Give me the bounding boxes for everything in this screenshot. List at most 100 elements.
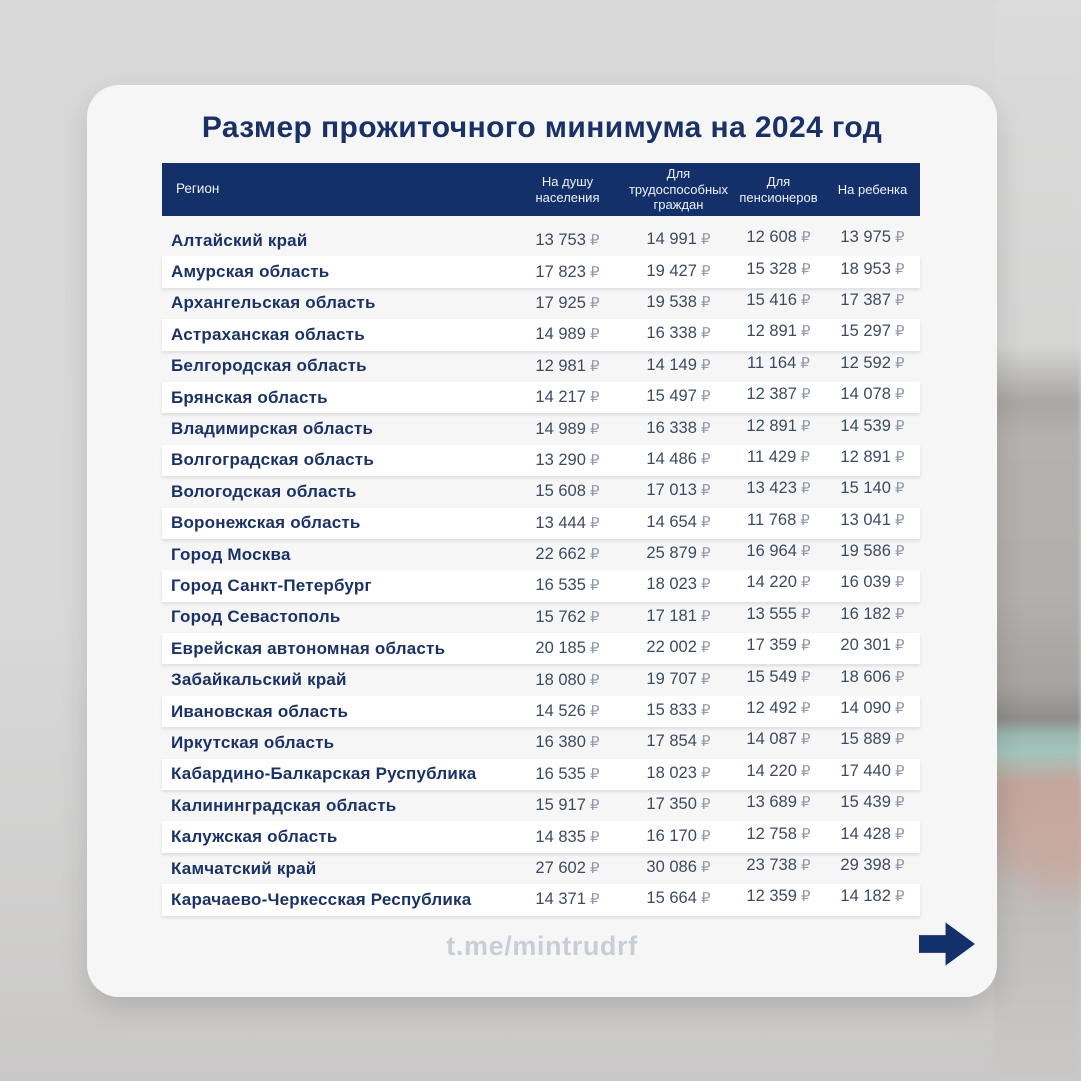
value-cell: 17 350 ₽: [646, 795, 711, 814]
value-cell: 14 087 ₽: [746, 730, 811, 749]
value-cell: 17 359 ₽: [746, 636, 811, 655]
value-cell: 15 762 ₽: [535, 607, 600, 626]
region-name: Город Санкт-Петербург: [171, 575, 372, 595]
value-cell: 12 492 ₽: [746, 699, 811, 718]
value-cell: 11 164 ₽: [747, 353, 810, 372]
value-cell: 16 338 ₽: [646, 324, 711, 343]
value-cell: 25 879 ₽: [646, 544, 711, 563]
region-name: Иркутская область: [171, 732, 335, 752]
value-cell: 19 538 ₽: [646, 292, 711, 311]
table-row: Ивановская область 14 526 ₽ 15 833 ₽ 12 492…: [162, 695, 920, 728]
table-row: Камчатский край 27 602 ₽ 30 086 ₽ 23 738 ₽ 2…: [162, 853, 920, 884]
value-cell: 17 181 ₽: [646, 606, 711, 625]
value-cell: 20 301 ₽: [840, 636, 905, 655]
region-name: Кабардино-Балкарская Руспублика: [171, 764, 477, 784]
value-cell: 12 758 ₽: [746, 824, 811, 843]
region-name: Астраханская область: [171, 324, 365, 344]
living-wage-table: Регион На душу населения Для трудоспособ…: [162, 163, 920, 916]
page-title: Размер прожиточного минимума на 2024 год: [201, 111, 883, 144]
value-cell: 14 526 ₽: [535, 702, 600, 721]
value-cell: 22 662 ₽: [535, 545, 600, 564]
value-cell: 30 086 ₽: [646, 858, 711, 876]
column-header-per-capita: На душу населения: [535, 173, 600, 205]
value-cell: 17 925 ₽: [535, 293, 600, 312]
table-row: Кабардино-Балкарская Руспублика 16 535 ₽ 1…: [162, 758, 920, 791]
value-cell: 19 707 ₽: [646, 669, 711, 688]
region-name: Город Севастополь: [171, 607, 341, 627]
column-header-working-citizens: Для трудоспособных граждан: [628, 165, 729, 213]
value-cell: 17 854 ₽: [646, 732, 711, 751]
value-cell: 18 080 ₽: [535, 670, 600, 689]
value-cell: 14 989 ₽: [535, 419, 600, 438]
value-cell: 14 989 ₽: [535, 325, 600, 344]
telegram-link[interactable]: t.me/mintrudrf: [446, 931, 638, 961]
value-cell: 12 608 ₽: [746, 228, 811, 247]
background-photo: [994, 0, 1081, 1081]
value-cell: 12 891 ₽: [840, 447, 905, 466]
region-name: Волгоградская область: [171, 450, 374, 470]
value-cell: 14 220 ₽: [746, 761, 811, 780]
value-cell: 11 768 ₽: [747, 510, 810, 529]
value-cell: 14 182 ₽: [840, 887, 905, 906]
table-row: Город Севастополь 15 762 ₽ 17 181 ₽ 13 555 …: [162, 602, 920, 633]
table-row: Еврейская автономная область 20 185 ₽ 22 0…: [162, 633, 920, 665]
value-cell: 15 328 ₽: [746, 259, 811, 278]
value-cell: 16 338 ₽: [646, 418, 711, 437]
value-cell: 14 149 ₽: [646, 355, 711, 374]
table-row: Астраханская область 14 989 ₽ 16 338 ₽ 12 8…: [162, 319, 920, 351]
region-name: Еврейская автономная область: [171, 638, 446, 658]
value-cell: 19 586 ₽: [840, 542, 905, 561]
table-body: Алтайский край 13 753 ₽ 14 991 ₽ 12 608 ₽ 13…: [162, 225, 920, 916]
value-cell: 18 023 ₽: [646, 575, 711, 594]
region-name: Камчатский край: [171, 858, 317, 878]
value-cell: 15 664 ₽: [646, 889, 711, 908]
value-cell: 16 170 ₽: [646, 826, 711, 845]
infographic-card: Размер прожиточного минимума на 2024 год…: [87, 85, 997, 997]
value-cell: 23 738 ₽: [746, 856, 811, 874]
value-cell: 13 423 ₽: [746, 479, 811, 498]
value-cell: 12 592 ₽: [840, 353, 905, 372]
value-cell: 29 398 ₽: [840, 856, 905, 874]
value-cell: 22 002 ₽: [646, 638, 711, 657]
table-header-row: Регион На душу населения Для трудоспособ…: [162, 163, 920, 216]
region-name: Забайкальский край: [171, 670, 347, 690]
arrow-right-icon[interactable]: [919, 921, 976, 967]
value-cell: 14 486 ₽: [646, 449, 711, 468]
value-cell: 17 440 ₽: [840, 761, 905, 780]
value-cell: 27 602 ₽: [535, 859, 600, 877]
region-name: Амурская область: [171, 262, 330, 282]
region-name: Белгородская область: [171, 356, 367, 376]
value-cell: 12 981 ₽: [535, 356, 600, 375]
value-cell: 16 964 ₽: [746, 542, 811, 561]
table-row: Иркутская область 16 380 ₽ 17 854 ₽ 14 087 …: [162, 727, 920, 758]
value-cell: 15 297 ₽: [840, 322, 905, 341]
value-cell: 18 023 ₽: [646, 763, 711, 782]
value-cell: 13 041 ₽: [840, 510, 905, 529]
value-cell: 12 891 ₽: [746, 416, 811, 435]
table-row: Белгородская область 12 981 ₽ 14 149 ₽ 11 1…: [162, 351, 920, 382]
table-row: Брянская область 14 217 ₽ 15 497 ₽ 12 387 ₽…: [162, 381, 920, 414]
value-cell: 14 371 ₽: [535, 890, 600, 909]
value-cell: 14 654 ₽: [646, 512, 711, 531]
table-row: Алтайский край 13 753 ₽ 14 991 ₽ 12 608 ₽ 13…: [162, 225, 920, 256]
table-row: Владимирская область 14 989 ₽ 16 338 ₽ 12 8…: [162, 413, 920, 444]
table-row: Амурская область 17 823 ₽ 19 427 ₽ 15 328 ₽…: [162, 256, 920, 288]
table-row: Город Москва 22 662 ₽ 25 879 ₽ 16 964 ₽ 19 5…: [162, 539, 920, 570]
value-cell: 20 185 ₽: [535, 639, 600, 658]
value-cell: 16 380 ₽: [535, 733, 600, 752]
region-name: Калужская область: [171, 827, 338, 847]
region-name: Воронежская область: [171, 513, 361, 533]
table-row: Воронежская область 13 444 ₽ 14 654 ₽ 11 76…: [162, 507, 920, 539]
table-row: Карачаево-Черкесская Республика 14 371 ₽ 1…: [162, 884, 920, 916]
value-cell: 15 833 ₽: [646, 701, 711, 720]
value-cell: 14 220 ₽: [746, 573, 811, 592]
value-cell: 15 549 ₽: [746, 667, 811, 686]
value-cell: 15 416 ₽: [746, 290, 811, 309]
column-header-child: На ребенка: [837, 181, 908, 197]
table-row: Калининградская область 15 917 ₽ 17 350 ₽ 1…: [162, 790, 920, 821]
value-cell: 14 991 ₽: [646, 230, 711, 249]
table-row: Забайкальский край 18 080 ₽ 19 707 ₽ 15 549…: [162, 664, 920, 695]
region-name: Карачаево-Черкесская Республика: [171, 889, 472, 909]
value-cell: 18 953 ₽: [840, 259, 905, 278]
